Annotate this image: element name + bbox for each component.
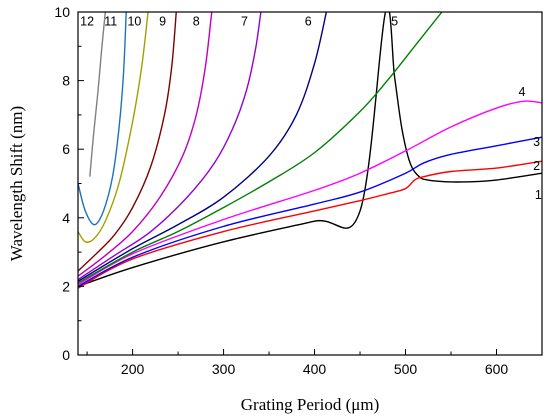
- series-1-label: 1: [535, 188, 542, 202]
- x-tick-label: 400: [303, 361, 327, 377]
- series-8-line: [78, 12, 213, 277]
- y-tick-label: 2: [62, 278, 70, 294]
- series-1-line: [78, 12, 542, 288]
- y-axis-title: Wavelength Shift (nm): [7, 106, 26, 261]
- y-axis-ticks: 0 2 4 6 8 10: [54, 4, 84, 363]
- y-tick-label: 0: [62, 347, 70, 363]
- plot-frame: [77, 11, 543, 356]
- x-tick-label: 200: [121, 361, 145, 377]
- y-tick-label: 4: [62, 210, 70, 226]
- x-tick-label: 500: [394, 361, 418, 377]
- series-7-line: [78, 12, 262, 281]
- y-tick-label: 6: [62, 141, 70, 157]
- series-4-line: [78, 100, 542, 286]
- series-5-label: 5: [391, 15, 398, 29]
- series-6-line: [78, 12, 328, 282]
- series-6-label: 6: [305, 15, 312, 29]
- x-axis-ticks: 200 300 400 500 600: [86, 349, 543, 377]
- series-2-line: [78, 160, 542, 289]
- series-3-label: 3: [533, 135, 540, 149]
- y-tick-label: 10: [54, 4, 70, 20]
- series-9-label: 9: [159, 15, 166, 29]
- series-7-label: 7: [241, 15, 248, 29]
- x-tick-label: 300: [212, 361, 236, 377]
- series-3-line: [78, 136, 542, 288]
- y-tick-label: 8: [62, 73, 70, 89]
- series-12-label: 12: [80, 15, 94, 29]
- curves-group: [78, 12, 542, 289]
- series-9-line: [78, 12, 177, 272]
- series-10-line: [78, 12, 149, 243]
- x-tick-label: 600: [485, 361, 509, 377]
- series-10-label: 10: [127, 15, 141, 29]
- series-11-line: [78, 12, 127, 226]
- series-12-line: [89, 12, 106, 177]
- x-axis-title: Grating Period (μm): [241, 395, 379, 414]
- series-11-label: 11: [104, 15, 117, 29]
- series-4-label: 4: [519, 85, 526, 99]
- series-8-label: 8: [193, 15, 200, 29]
- series-5-line: [78, 12, 443, 284]
- series-2-label: 2: [533, 159, 540, 173]
